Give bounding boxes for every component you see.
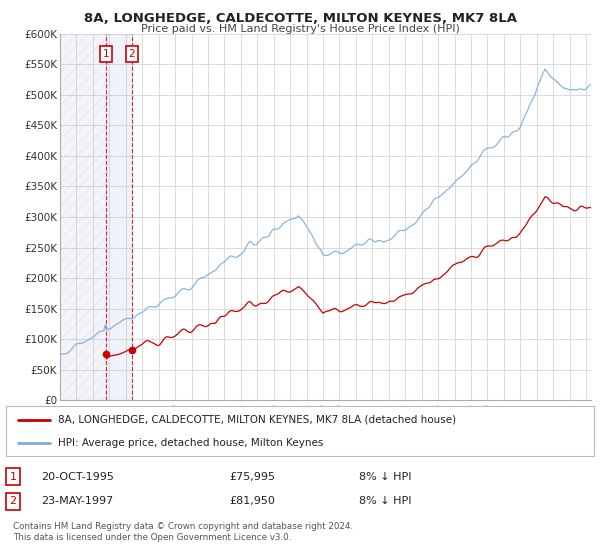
Bar — [60, 34, 106, 400]
Bar — [106, 34, 132, 400]
Text: Contains HM Land Registry data © Crown copyright and database right 2024.
This d: Contains HM Land Registry data © Crown c… — [13, 522, 353, 542]
Text: 8A, LONGHEDGE, CALDECOTTE, MILTON KEYNES, MK7 8LA (detached house): 8A, LONGHEDGE, CALDECOTTE, MILTON KEYNES… — [58, 414, 456, 424]
Text: 8A, LONGHEDGE, CALDECOTTE, MILTON KEYNES, MK7 8LA: 8A, LONGHEDGE, CALDECOTTE, MILTON KEYNES… — [83, 12, 517, 25]
Text: £81,950: £81,950 — [229, 497, 275, 506]
Text: 8% ↓ HPI: 8% ↓ HPI — [359, 472, 412, 482]
Text: 2: 2 — [128, 49, 135, 59]
Text: 2: 2 — [10, 497, 17, 506]
Text: £75,995: £75,995 — [229, 472, 275, 482]
Text: 23-MAY-1997: 23-MAY-1997 — [41, 497, 113, 506]
Text: Price paid vs. HM Land Registry's House Price Index (HPI): Price paid vs. HM Land Registry's House … — [140, 24, 460, 34]
Text: 20-OCT-1995: 20-OCT-1995 — [41, 472, 114, 482]
Text: 8% ↓ HPI: 8% ↓ HPI — [359, 497, 412, 506]
Text: HPI: Average price, detached house, Milton Keynes: HPI: Average price, detached house, Milt… — [58, 438, 323, 448]
Text: 1: 1 — [10, 472, 17, 482]
Text: 1: 1 — [103, 49, 109, 59]
